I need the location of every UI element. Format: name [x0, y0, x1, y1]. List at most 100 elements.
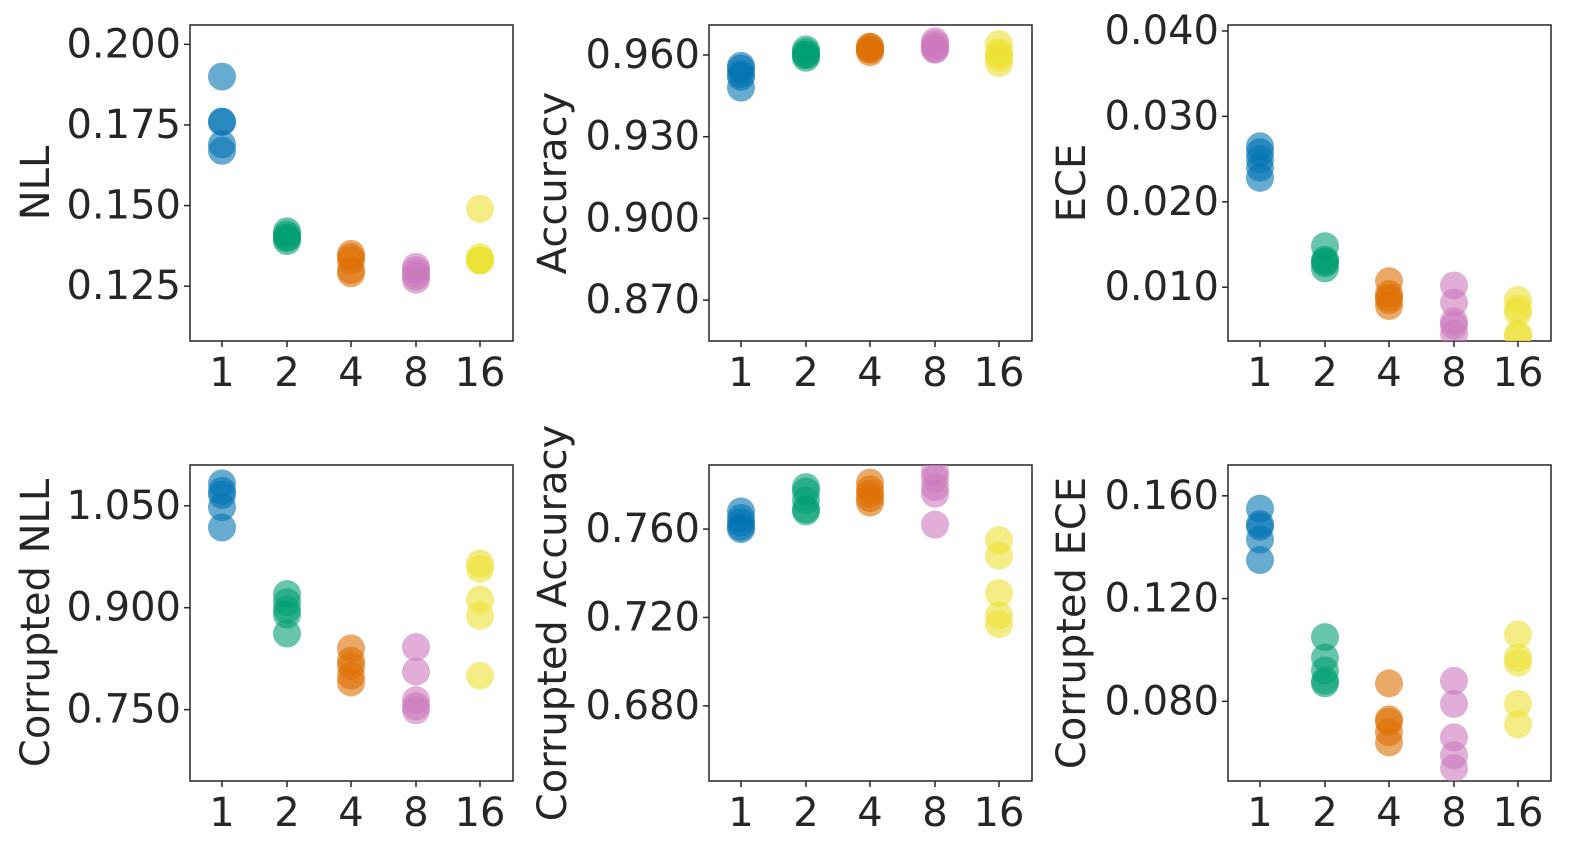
data-point-k16: [1504, 648, 1532, 677]
panel-4: 0.750 0.900 1.050 1 2 4 8 16 Corrupted NLL: [13, 464, 514, 836]
x-tick-label: 4: [1376, 790, 1401, 836]
x-tick-label: 16: [1493, 790, 1544, 836]
data-point-k1: [1246, 163, 1274, 192]
data-point-k4: [856, 38, 884, 67]
data-point-k16: [1504, 710, 1532, 739]
x-tick-label: 2: [1312, 790, 1337, 836]
data-point-k2: [273, 619, 301, 648]
points: [208, 469, 494, 725]
panel-6: 0.080 0.120 0.160 1 2 4 8 16 Corrupted ECE: [1049, 464, 1552, 836]
x-tick-label: 1: [1247, 350, 1272, 396]
data-point-k8: [402, 265, 430, 294]
x-tick-label: 16: [455, 350, 506, 396]
x-tick-label: 2: [274, 790, 299, 836]
data-point-k4: [1375, 291, 1403, 320]
y-tick-label: 1.050: [66, 483, 181, 529]
data-point-k16: [985, 49, 1013, 78]
y-tick-label: 0.150: [66, 183, 181, 229]
data-point-k8: [921, 35, 949, 64]
y-tick-label: 0.040: [1104, 8, 1219, 54]
y-axis-label: Corrupted ECE: [1049, 477, 1095, 769]
data-point-k16: [1504, 321, 1532, 341]
y-axis-label: Accuracy: [530, 92, 576, 275]
data-point-k8: [1440, 689, 1468, 718]
plot-frame: [189, 24, 514, 342]
points: [1246, 132, 1532, 341]
data-point-k2: [792, 497, 820, 526]
points: [727, 27, 1013, 102]
points: [1246, 494, 1532, 781]
y-tick-label: 0.720: [585, 594, 700, 640]
y-tick-label: 0.010: [1104, 264, 1219, 310]
x-tick-label: 2: [1312, 350, 1337, 396]
x-tick-label: 4: [338, 350, 363, 396]
data-point-k2: [273, 227, 301, 256]
y-tick-label: 0.930: [585, 114, 700, 160]
x-tick-label: 2: [793, 790, 818, 836]
x-tick-label: 2: [793, 350, 818, 396]
points: [208, 62, 494, 294]
data-point-k16: [985, 610, 1013, 639]
data-point-k4: [856, 488, 884, 517]
data-point-k16: [466, 554, 494, 583]
data-point-k8: [402, 696, 430, 725]
x-tick-label: 16: [974, 790, 1025, 836]
data-point-k8: [402, 633, 430, 662]
x-tick-label: 2: [274, 350, 299, 396]
x-tick-label: 16: [1493, 350, 1544, 396]
x-tick-label: 1: [209, 790, 234, 836]
panel-1: 0.125 0.150 0.175 0.200 1 2 4 8 16 NLL: [13, 21, 514, 396]
panel-3: 0.010 0.020 0.030 0.040 1 2 4 8 16 ECE: [1049, 8, 1552, 396]
data-point-k4: [337, 668, 365, 697]
data-point-k1: [208, 513, 236, 542]
data-point-k16: [466, 601, 494, 630]
x-tick-label: 8: [403, 350, 428, 396]
x-tick-label: 8: [922, 350, 947, 396]
plot-frame: [708, 24, 1033, 342]
data-point-k2: [1311, 623, 1339, 652]
data-point-k2: [1311, 669, 1339, 698]
data-point-k4: [1375, 669, 1403, 698]
data-point-k8: [1440, 754, 1468, 781]
y-axis-label: Corrupted NLL: [13, 478, 59, 767]
y-tick-label: 0.160: [1104, 473, 1219, 519]
x-tick-label: 1: [1247, 790, 1272, 836]
data-point-k1: [208, 136, 236, 165]
y-axis-label: Corrupted Accuracy: [530, 425, 576, 821]
y-tick-label: 0.900: [585, 195, 700, 241]
data-point-k8: [1440, 666, 1468, 695]
y-tick-label: 0.080: [1104, 678, 1219, 724]
y-axis-label: NLL: [13, 145, 59, 220]
y-tick-label: 0.870: [585, 277, 700, 323]
data-point-k16: [1504, 689, 1532, 718]
y-tick-label: 0.750: [66, 687, 181, 733]
x-tick-label: 4: [338, 790, 363, 836]
y-tick-label: 0.900: [66, 585, 181, 631]
x-tick-label: 16: [974, 350, 1025, 396]
y-axis-label: ECE: [1049, 144, 1095, 222]
data-point-k16: [985, 579, 1013, 608]
plot-frame: [189, 464, 514, 782]
y-tick-label: 0.020: [1104, 179, 1219, 225]
x-tick-label: 4: [857, 350, 882, 396]
data-point-k16: [466, 661, 494, 690]
x-tick-label: 1: [728, 790, 753, 836]
x-tick-label: 8: [1441, 790, 1466, 836]
data-point-k16: [466, 194, 494, 223]
data-point-k2: [1311, 254, 1339, 283]
data-point-k16: [466, 246, 494, 275]
y-tick-label: 0.200: [66, 21, 181, 67]
y-tick-label: 0.175: [66, 102, 181, 148]
data-point-k1: [1246, 525, 1274, 554]
y-tick-label: 0.680: [585, 683, 700, 729]
data-point-k16: [985, 541, 1013, 570]
y-tick-label: 0.125: [66, 263, 181, 309]
x-tick-label: 4: [1376, 350, 1401, 396]
data-point-k8: [402, 657, 430, 686]
panel-2: 0.870 0.900 0.930 0.960 1 2 4 8 16 Accuracy: [530, 24, 1033, 396]
panel-5: 0.680 0.720 0.760 1 2 4 8 16 Corrupted Accuracy: [530, 425, 1033, 836]
data-point-k1: [208, 62, 236, 91]
data-point-k4: [1375, 728, 1403, 757]
x-tick-label: 8: [1441, 350, 1466, 396]
